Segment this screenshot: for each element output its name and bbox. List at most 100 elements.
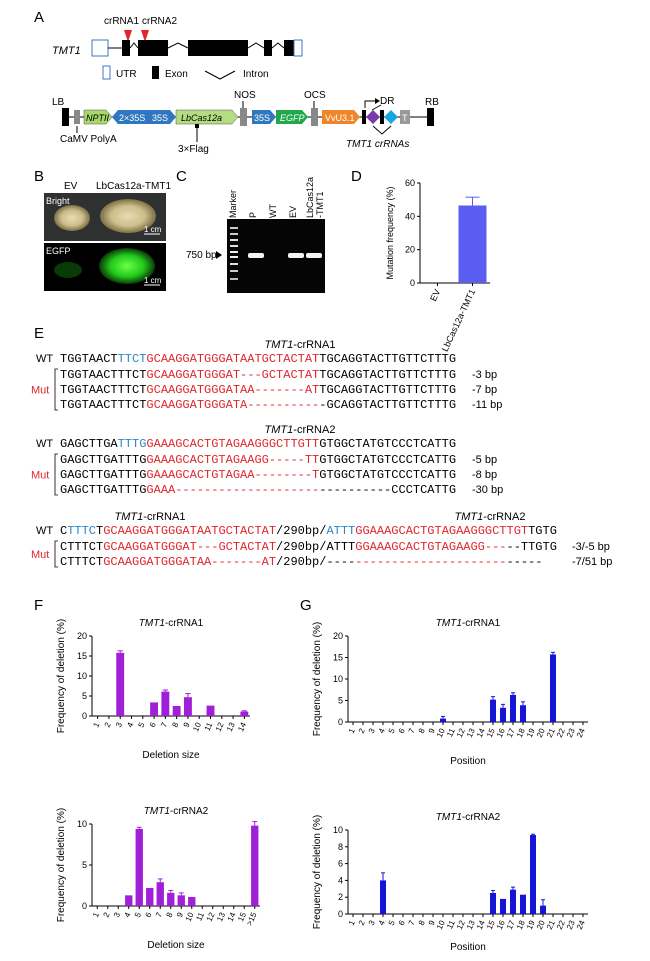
x-tick-label: 21 [545, 727, 557, 739]
p35s-a-label: 35S [152, 113, 168, 123]
x-tick-label: 5 [387, 919, 397, 927]
x-tick-label: 20 [535, 727, 547, 739]
egfp-block [276, 110, 308, 124]
y-tick-label: 40 [405, 211, 415, 221]
p35s-b-block [252, 110, 276, 124]
x-tick-label: 6 [148, 721, 158, 729]
bar [550, 654, 556, 722]
x-tick-label: 8 [417, 727, 427, 735]
mutant-bracket [54, 453, 58, 496]
ocs-terminator [311, 108, 318, 126]
legend-intron: Intron [243, 69, 269, 80]
x-tick-label: 5 [133, 911, 143, 919]
x-tick-label: 6 [397, 727, 407, 735]
legend-exon: Exon [165, 69, 188, 80]
mutation-size-label: -3/-5 bp [572, 541, 610, 553]
x-tick-label: 13 [215, 911, 227, 923]
bar [240, 711, 249, 716]
chart-title: TMT1-crRNA1 [139, 618, 204, 629]
y-tick-label: 15 [77, 651, 87, 661]
bar [500, 707, 506, 722]
x-tick-label: 17 [505, 727, 517, 739]
lane-label-ev: EV [288, 206, 298, 218]
bar [125, 895, 133, 906]
mutation-size-label: -3 bp [472, 369, 497, 381]
bar [380, 880, 386, 914]
camv-polya [74, 110, 80, 124]
x-tick-label: 14 [475, 919, 487, 931]
x-tick-label: 10 [184, 911, 196, 923]
x-tick-label: 9 [427, 919, 437, 927]
nos-terminator [240, 108, 247, 126]
wt-label: WT [36, 525, 53, 537]
x-tick-label: 15 [485, 919, 497, 931]
bar [510, 694, 516, 722]
x-tick-label: 2 [102, 911, 112, 919]
bar [177, 895, 185, 906]
x-tick-label: 3 [114, 721, 124, 729]
bar [251, 825, 259, 906]
b-egfp-label: EGFP [46, 246, 71, 256]
mut-label: Mut [31, 549, 49, 561]
t-dna-construct: LB NPTII 2×35S 35S LbCas12a NOS 35S EGFP… [52, 90, 439, 155]
sequence-line: TGGTAACTTTCTGCAAGGATGGGATA-----------GCA… [60, 398, 456, 412]
x-tick-label: 8 [170, 721, 180, 729]
x-tick-label: EV [428, 288, 442, 303]
x-tick-label: 10 [191, 721, 203, 733]
x-tick-label: 24 [575, 919, 587, 931]
sequence-line: CTTTCTGCAAGGATGGGAT---GCTACTAT/290bp/ATT… [60, 540, 557, 554]
y-tick-label: 8 [338, 842, 343, 852]
x-tick-label: 4 [377, 727, 387, 735]
x-tick-label: 4 [125, 721, 135, 729]
exon-2 [138, 40, 168, 56]
y-tick-label: 60 [405, 178, 415, 188]
sequence-line: CTTTCTGCAAGGATGGGATAA-------AT/290bp/---… [60, 555, 543, 569]
legend-utr: UTR [116, 69, 137, 80]
bar [490, 893, 496, 914]
x-tick-label: 17 [505, 919, 517, 931]
x-tick-label: 3 [367, 727, 377, 735]
x-tick-label: 9 [175, 911, 185, 919]
bar [530, 835, 536, 914]
crrna1-marker [124, 30, 132, 42]
y-tick-label: 5 [338, 696, 343, 706]
mutant-bracket [54, 368, 58, 411]
lb-label: LB [52, 97, 65, 108]
x-tick-label: 16 [495, 727, 507, 739]
x-tick-label: 18 [515, 727, 527, 739]
x-tick-label: 2 [357, 919, 367, 927]
exon-4 [264, 40, 272, 56]
y-tick-label: 10 [77, 819, 87, 829]
panel-label-c: C [176, 168, 187, 185]
x-tick-label: 16 [495, 919, 507, 931]
chart-title: TMT1-crRNA2 [144, 806, 209, 817]
y-tick-label: 0 [82, 901, 87, 911]
x-tick-label: 13 [225, 721, 237, 733]
nptii-label: NPTII [86, 113, 110, 123]
bar [520, 705, 526, 722]
y-tick-label: 4 [338, 875, 343, 885]
x-tick-label: 11 [194, 911, 206, 923]
y-axis-label: Frequency of deletion (%) [312, 815, 323, 930]
panel-label-f: F [34, 597, 43, 614]
x-axis-label: Deletion size [142, 750, 200, 761]
alignment-title: TMT1-crRNA1 [115, 511, 186, 523]
vvu3-block [322, 110, 360, 124]
chart-title: TMT1-crRNA2 [436, 812, 501, 823]
mut-label: Mut [31, 470, 49, 482]
exon-5 [284, 40, 294, 56]
lane-label-wt: WT [268, 204, 278, 218]
x-tick-label: 15 [485, 727, 497, 739]
mutation-size-label: -30 bp [472, 484, 503, 496]
y-tick-label: 10 [333, 825, 343, 835]
mutation-size-label: -5 bp [472, 454, 497, 466]
sequence-line: GAGCTTGATTTGGAAAGCACTGTAGAAGGGCTTGTTGTGG… [60, 437, 456, 451]
ocs-label: OCS [304, 90, 326, 101]
x-tick-label: 14 [226, 911, 238, 923]
y-tick-label: 10 [77, 671, 87, 681]
lane-label-marker: Marker [228, 190, 238, 218]
gel-size-label: 750 bp [186, 250, 217, 261]
y-axis-label: Frequency of deletion (%) [56, 808, 67, 923]
